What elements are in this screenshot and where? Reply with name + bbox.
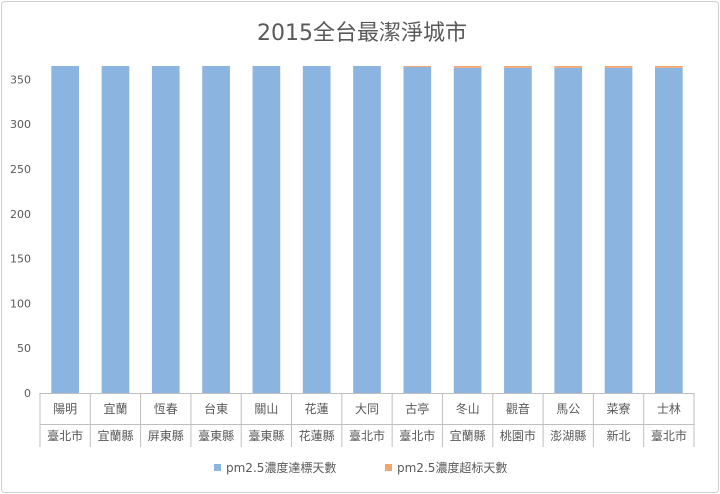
y-tick-label: 250 [10,163,31,176]
category-label-station: 恆春 [154,402,178,416]
bar-segment-compliant [202,66,230,393]
bar-segment-compliant [151,66,180,393]
category-label-station: 宜蘭 [103,401,127,416]
category-label-county: 臺北市 [651,428,687,443]
bar-segment-compliant [504,67,532,393]
category-label-county: 臺北市 [349,428,385,443]
y-tick-label: 0 [24,387,31,400]
bar-segment-compliant [655,67,683,393]
category-label-county: 臺東縣 [198,428,234,443]
legend: pm2.5濃度達標天數 pm2.5濃度超标天數 [214,460,507,475]
bar-segment-exceeded [453,66,482,68]
bar-segment-exceeded [403,66,432,67]
bar-segment-exceeded [504,66,532,68]
bar-segment-compliant [604,67,633,393]
category-label-county: 宜蘭縣 [97,428,133,443]
y-tick-label: 150 [10,253,31,266]
category-label-county: 桃園市 [500,428,536,443]
category-label-county: 澎湖縣 [550,428,586,443]
category-label-station: 古亭 [405,401,429,416]
category-label-station: 觀音 [506,401,530,416]
bar-segment-compliant [252,66,281,393]
bar-segment-compliant [453,67,482,393]
y-tick-label: 200 [10,208,31,221]
bar-segment-compliant [302,66,331,393]
legend-swatch [214,464,221,471]
category-label-county: 臺北市 [47,428,83,443]
bar-segment-compliant [353,66,381,393]
bar-segment-exceeded [655,66,683,68]
category-label-county: 新北 [607,428,631,443]
bar-segment-compliant [554,67,583,393]
legend-label: pm2.5濃度超标天數 [397,460,507,475]
category-label-station: 冬山 [456,401,480,416]
y-tick-label: 300 [10,118,31,131]
legend-swatch [385,464,392,471]
y-axis: 0 50 100 150 200 250 300 350 [10,73,31,400]
category-label-station: 關山 [254,402,278,416]
y-tick-label: 100 [10,297,31,310]
category-label-station: 大同 [355,402,379,416]
bars [51,66,683,394]
category-label-station: 菜寮 [607,401,631,416]
y-tick-label: 50 [17,342,31,355]
category-label-county: 花蓮縣 [299,428,335,443]
chart-title: 2015全台最潔淨城市 [257,21,467,46]
bar-segment-compliant [51,66,79,393]
category-label-station: 花蓮 [305,401,329,416]
category-label-station: 士林 [657,402,681,416]
category-label-station: 台東 [204,401,228,416]
category-label-county: 宜蘭縣 [450,428,486,443]
category-label-station: 馬公 [556,402,580,416]
category-label-county: 臺東縣 [248,428,284,443]
bar-segment-exceeded [554,66,583,68]
y-tick-label: 350 [10,73,31,86]
legend-label: pm2.5濃度達標天數 [226,460,336,475]
bar-segment-exceeded [604,66,633,68]
category-label-station: 陽明 [53,402,77,416]
bar-segment-compliant [101,66,130,393]
category-label-county: 臺北市 [399,428,435,443]
category-label-county: 屏東縣 [148,429,184,443]
bar-segment-compliant [403,66,432,394]
